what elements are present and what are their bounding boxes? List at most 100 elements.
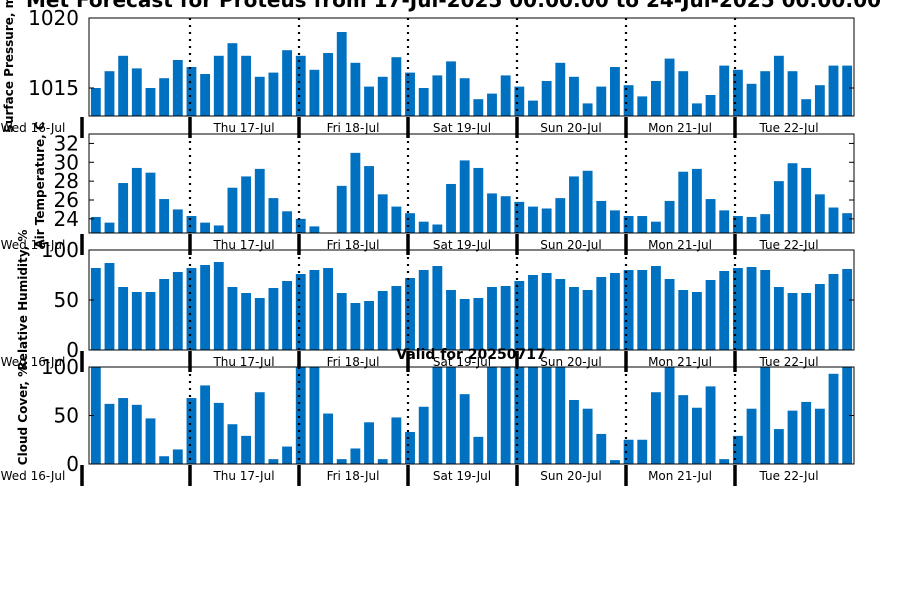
bar [651,392,661,464]
bar [637,439,648,464]
bar [268,72,279,116]
bar [746,267,757,350]
bar [241,55,252,116]
bar [118,398,129,464]
y-tick-label: 1020 [28,6,79,30]
bar [323,413,333,464]
bar [678,290,689,350]
bar [159,199,170,233]
bar [596,86,607,116]
bar [623,85,634,116]
bar [719,459,730,464]
bar [268,198,279,233]
bar [104,222,115,233]
bar [514,367,525,464]
bar [678,395,689,464]
bar [596,433,607,464]
bar [651,81,661,116]
x-tick-label: Wed 16-Jul [1,355,66,369]
bar [569,287,579,350]
x-tick-label: Sun 20-Jul [540,238,601,252]
bar [705,95,716,116]
bar [213,225,224,233]
bar [391,417,402,464]
y-tick-label: 0 [66,452,79,476]
bar [323,268,333,350]
bar [336,185,347,233]
bar [637,216,648,233]
bar [200,222,211,233]
bar [500,196,511,233]
bar [145,172,156,233]
bar [610,67,620,116]
bar [541,81,552,116]
x-tick-label: Tue 22-Jul [758,238,818,252]
x-tick-label: Sat 19-Jul [433,355,491,369]
bar [227,43,238,117]
bar [760,367,771,464]
bar [773,429,784,464]
bar [487,367,497,464]
bar [213,262,224,350]
bar [828,373,839,464]
bar [732,69,743,116]
bar [801,99,812,116]
bar [364,301,374,350]
bar [446,183,456,233]
bar [172,209,183,233]
bar [760,71,771,116]
bar [664,200,675,233]
bar [391,206,402,233]
bar [541,273,552,350]
x-tick-label: Thu 17-Jul [212,238,274,252]
bar [746,83,757,116]
x-tick-label: Tue 22-Jul [758,355,818,369]
bar [801,167,812,233]
bar [446,290,456,350]
bar [623,270,634,350]
bar [596,200,607,233]
x-tick-label: Sun 20-Jul [540,121,601,135]
bar [691,168,702,233]
bar [432,266,443,350]
bar [459,160,470,233]
bar [541,367,552,464]
bar [842,213,853,233]
bar [172,60,183,116]
bar [637,270,648,350]
bar [418,406,429,464]
bar [145,292,156,350]
bar [555,367,566,464]
bar [691,407,702,464]
bar [159,78,170,116]
bar [131,167,142,233]
y-tick-label: 26 [54,188,79,212]
bar [418,221,429,233]
bar [664,58,675,116]
bar [145,88,156,116]
y-tick-label: 24 [54,207,79,231]
bar [446,367,456,464]
bar [459,394,470,464]
bar [719,210,730,233]
bar [760,214,771,233]
bar [104,403,115,464]
axes-frame [88,133,855,234]
bar [364,166,374,233]
bar [569,176,579,233]
bar [719,271,730,350]
bar [391,57,402,116]
bar [500,75,511,116]
x-tick-label: Wed 16-Jul [1,121,66,135]
bar [514,201,525,233]
bar [200,265,211,350]
bar [787,71,798,116]
bar [773,181,784,233]
bar [582,103,593,116]
bar [473,167,484,233]
bar [432,224,443,233]
bar [282,281,292,350]
bar [801,293,812,350]
